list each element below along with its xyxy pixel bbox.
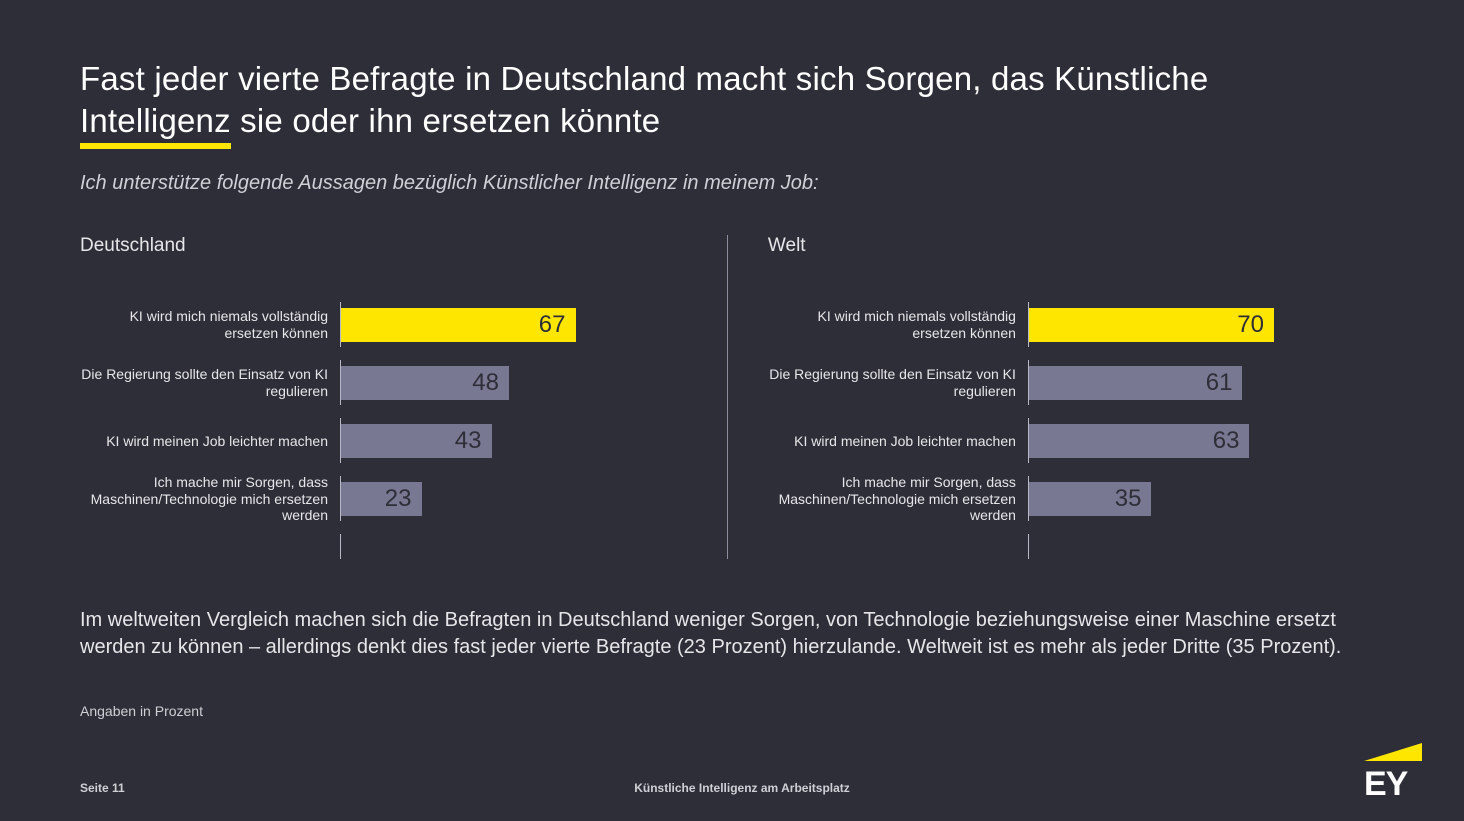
bar-axis: 63 — [1028, 418, 1384, 463]
bar-label: KI wird mich niemals vollständig ersetze… — [768, 308, 1028, 342]
axis-extension — [340, 534, 341, 559]
charts-container: Deutschland KI wird mich niemals vollstän… — [80, 235, 1384, 559]
bar-axis: 23 — [340, 476, 727, 521]
bar-row: Ich mache mir Sorgen, dass Maschinen/Tec… — [768, 476, 1384, 521]
title-underlined-word: Intelligenz — [80, 100, 231, 142]
bar-axis: 35 — [1028, 476, 1384, 521]
bar-row: KI wird meinen Job leichter machen63 — [768, 418, 1384, 463]
bar-axis: 43 — [340, 418, 727, 463]
bar-row: Ich mache mir Sorgen, dass Maschinen/Tec… — [80, 476, 727, 521]
bar-label: Ich mache mir Sorgen, dass Maschinen/Tec… — [768, 474, 1028, 524]
footer-page-number: Seite 11 — [80, 781, 125, 795]
axis-extension — [1028, 534, 1029, 559]
bar: 61 — [1029, 366, 1243, 400]
bar: 43 — [341, 424, 492, 458]
bar: 70 — [1029, 308, 1274, 342]
bar: 23 — [341, 482, 422, 516]
slide-title: Fast jeder vierte Befragte in Deutschlan… — [80, 58, 1384, 142]
svg-text:EY: EY — [1364, 765, 1409, 801]
unit-note: Angaben in Prozent — [80, 703, 1384, 719]
bar-label: Die Regierung sollte den Einsatz von KI … — [80, 366, 340, 400]
bar-label: Ich mache mir Sorgen, dass Maschinen/Tec… — [80, 474, 340, 524]
footer-title: Künstliche Intelligenz am Arbeitsplatz — [634, 781, 850, 795]
bar-row: KI wird mich niemals vollständig ersetze… — [80, 302, 727, 347]
bar-label: KI wird mich niemals vollständig ersetze… — [80, 308, 340, 342]
chart-panel: Welt KI wird mich niemals vollständig ers… — [727, 235, 1384, 559]
slide-subtitle: Ich unterstütze folgende Aussagen bezügl… — [80, 172, 1384, 195]
bar-axis: 48 — [340, 360, 727, 405]
bar: 63 — [1029, 424, 1250, 458]
bar-axis: 70 — [1028, 302, 1384, 347]
bar: 67 — [341, 308, 576, 342]
bar-row: Die Regierung sollte den Einsatz von KI … — [80, 360, 727, 405]
bar-label: Die Regierung sollte den Einsatz von KI … — [768, 366, 1028, 400]
summary-text: Im weltweiten Vergleich machen sich die … — [80, 607, 1384, 661]
bar-row: Die Regierung sollte den Einsatz von KI … — [768, 360, 1384, 405]
bar-label: KI wird meinen Job leichter machen — [80, 433, 340, 450]
chart-panel: Deutschland KI wird mich niemals vollstän… — [80, 235, 727, 559]
ey-logo: EY — [1364, 743, 1422, 801]
bar-axis: 67 — [340, 302, 727, 347]
bar: 35 — [1029, 482, 1152, 516]
bar: 48 — [341, 366, 509, 400]
bar-row: KI wird mich niemals vollständig ersetze… — [768, 302, 1384, 347]
title-line1: Fast jeder vierte Befragte in Deutschlan… — [80, 60, 1208, 97]
title-line2-rest: sie oder ihn ersetzen könnte — [231, 102, 661, 139]
slide-footer: Seite 11 Künstliche Intelligenz am Arbei… — [80, 781, 1404, 795]
chart-panel-title: Deutschland — [80, 235, 727, 257]
bar-label: KI wird meinen Job leichter machen — [768, 433, 1028, 450]
bar-axis: 61 — [1028, 360, 1384, 405]
chart-panel-title: Welt — [768, 235, 1384, 257]
bar-row: KI wird meinen Job leichter machen43 — [80, 418, 727, 463]
